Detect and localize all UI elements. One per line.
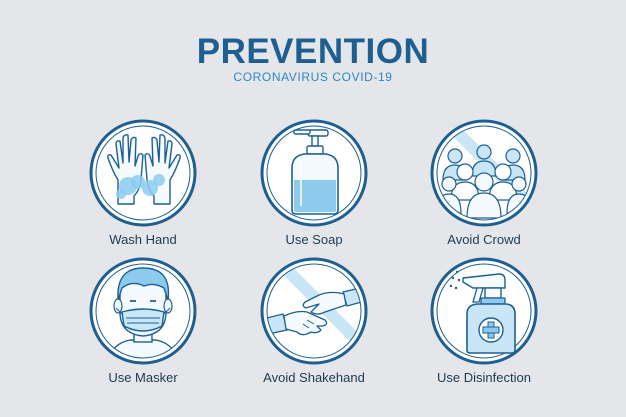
item-label: Use Masker (108, 370, 178, 385)
crowd-icon (430, 119, 538, 227)
prevention-card-wash-hand: Wash Hand (73, 118, 213, 268)
prevention-card-use-disinfection: Use Disinfection (414, 256, 554, 406)
face-mask-icon (89, 257, 197, 365)
spray-bottle-icon (430, 257, 538, 365)
item-label: Use Disinfection (437, 370, 531, 385)
item-label: Avoid Crowd (447, 232, 521, 247)
prevention-card-use-soap: Use Soap (244, 118, 384, 268)
handshake-icon (260, 257, 368, 365)
item-label: Wash Hand (109, 232, 177, 247)
soap-bottle-icon (260, 119, 368, 227)
item-label: Use Soap (285, 232, 343, 247)
prevention-card-avoid-crowd: Avoid Crowd (414, 118, 554, 268)
item-label: Avoid Shakehand (263, 370, 365, 385)
header: PREVENTION CORONAVIRUS COVID-19 (0, 32, 626, 85)
prevention-card-avoid-shakehand: Avoid Shakehand (244, 256, 384, 406)
page-subtitle: CORONAVIRUS COVID-19 (233, 70, 393, 84)
wash-hand-icon (89, 119, 197, 227)
prevention-card-use-masker: Use Masker (73, 256, 213, 406)
page-title: PREVENTION (196, 32, 430, 71)
